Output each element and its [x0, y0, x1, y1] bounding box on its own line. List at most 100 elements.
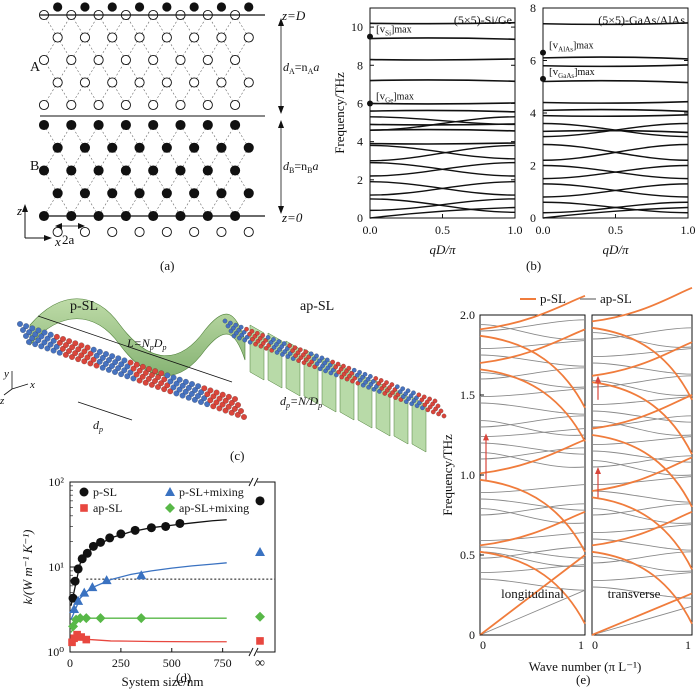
p-SL-band [591, 510, 693, 547]
y-tick-label: 4 [357, 135, 363, 149]
atom-blue [233, 322, 239, 328]
atom-red [228, 399, 235, 406]
ap-SL-band [591, 538, 693, 551]
p-SL-band [591, 326, 693, 401]
atom-blue [400, 386, 405, 391]
axis-break-mark [248, 647, 254, 657]
x-tick-label: 500 [163, 656, 181, 670]
atom-red [158, 380, 165, 387]
atom-red [75, 346, 82, 353]
atom-blue [182, 378, 189, 385]
atom-filled [66, 165, 77, 176]
atom-blue [176, 376, 183, 383]
atom-blue [47, 341, 54, 348]
acoustic-band [542, 206, 689, 219]
dispersion-band [542, 79, 689, 84]
boundary-atom-bottom [189, 226, 200, 238]
atom-open [148, 54, 159, 66]
atom-blue [112, 369, 118, 375]
dispersion-band [542, 22, 689, 26]
x-tick-label: 750 [214, 656, 232, 670]
atom-open [230, 99, 241, 111]
caption-c: (c) [230, 448, 245, 463]
legend-label-ap-SL: ap-SL [600, 291, 632, 306]
atom-red [63, 342, 69, 348]
bracket: [v [376, 24, 386, 36]
p-SL-title: p-SL [70, 299, 98, 314]
atom-red [145, 375, 152, 382]
atom-filled [202, 119, 213, 131]
max-velocity-label: [vSi]max [376, 24, 412, 38]
atom-filled [216, 188, 227, 199]
atom-blue [265, 335, 271, 340]
atom-open [52, 77, 63, 88]
lattice-constant-label: 2a [62, 232, 75, 247]
atom-filled [230, 165, 241, 176]
atom-blue [29, 335, 36, 342]
point-ap-SL+mixing [255, 611, 265, 622]
atom-open [93, 54, 104, 66]
atom-red [164, 382, 171, 389]
point-p-SL [130, 525, 140, 535]
atom-blue [182, 388, 189, 395]
dispersion-band [542, 100, 689, 104]
boundary-atom-bottom [216, 226, 227, 238]
x-tick-label: 1 [578, 638, 584, 652]
lattice-constant-arrowheads [55, 223, 85, 229]
atom-blue [127, 369, 134, 376]
atom-red [72, 350, 79, 357]
atom-open [243, 32, 254, 43]
ap-SL-band [591, 460, 693, 476]
atom-blue [173, 390, 180, 397]
atom-blue [105, 366, 112, 373]
atom-blue [281, 341, 287, 346]
atom-open [202, 54, 213, 66]
dispersion-band [369, 21, 516, 25]
superscript: ]max [574, 67, 595, 78]
atom-blue [405, 388, 411, 394]
atom-blue [115, 365, 122, 372]
atom-blue [35, 327, 42, 334]
p-SL-band [479, 478, 586, 553]
atom-blue [271, 337, 276, 342]
z-top-label: z=D [281, 8, 306, 23]
boundary-atom-top [216, 2, 227, 12]
dp-length-bar [77, 401, 133, 421]
atom-red [384, 380, 389, 385]
L-length-bar [37, 315, 233, 383]
system-label: (5×5)-Si/Ge [454, 13, 512, 27]
atom-red [244, 326, 249, 332]
dispersion-band [369, 198, 516, 213]
boundary-atom-bottom [79, 226, 90, 238]
x-tick-label: 0 [592, 638, 598, 652]
atom-blue [109, 353, 116, 360]
ap-SL-band [479, 447, 586, 460]
p-SL-band [591, 286, 693, 323]
point-p-SL+mixing [73, 595, 84, 605]
gap-arrowhead [595, 467, 601, 474]
atom-filled [52, 188, 63, 199]
ap-SL-band [591, 455, 693, 468]
atom-open [161, 77, 172, 88]
atom-red [330, 359, 335, 365]
atom-blue [41, 329, 48, 336]
gap-arrowhead [595, 375, 601, 383]
axis-x-label: x [54, 234, 61, 249]
atom-red [213, 389, 220, 396]
atom-open [189, 77, 200, 88]
atom-open [148, 99, 159, 111]
atom-red [373, 376, 379, 381]
sub-panel-label: transverse [608, 586, 661, 601]
axis-break-mark [248, 477, 254, 487]
atom-filled [93, 119, 104, 131]
y-tick-label: 4 [530, 106, 536, 120]
atom-blue [17, 321, 23, 327]
atom-blue [170, 384, 177, 391]
y-tick-label: 10⁰ [47, 645, 64, 659]
atom-blue [29, 325, 36, 332]
dispersion-band [369, 79, 516, 83]
dispersion-band [369, 161, 516, 177]
atom-open [175, 99, 186, 111]
z-bottom-label: z=0 [281, 210, 303, 225]
atom-red [81, 358, 88, 365]
